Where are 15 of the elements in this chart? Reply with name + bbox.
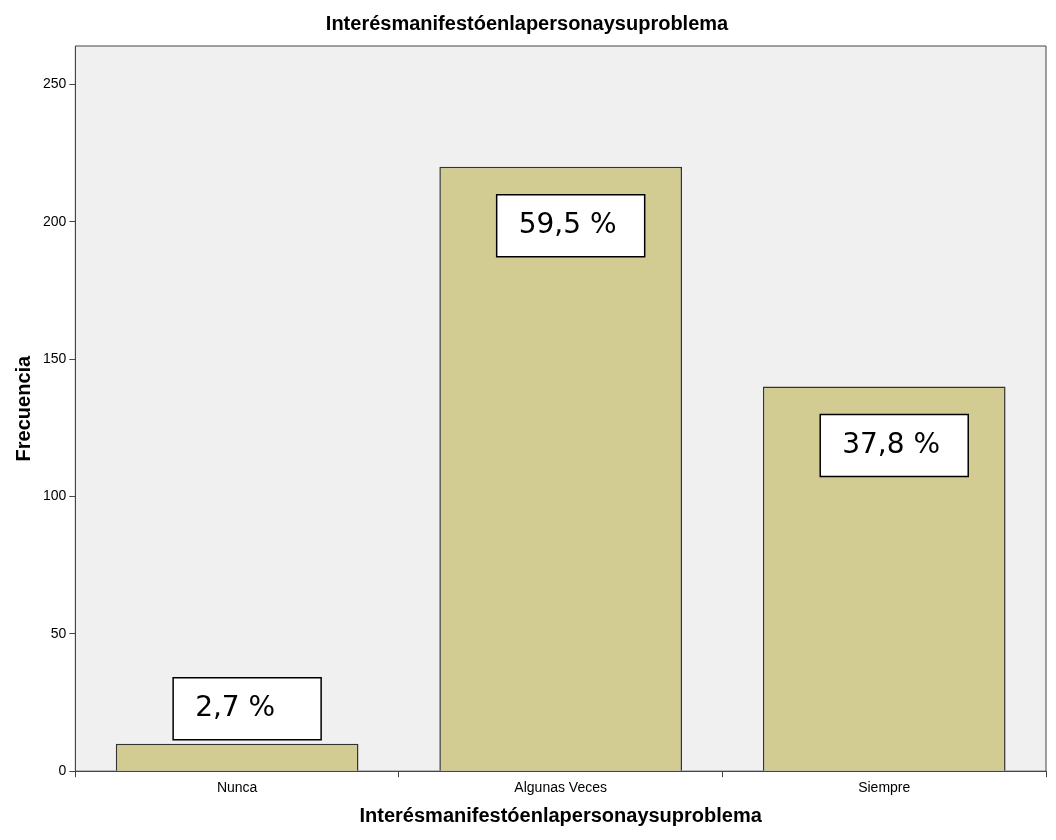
y-tick-label: 200	[43, 212, 67, 229]
y-tick-label: 0	[58, 762, 67, 779]
annotation: 37,8 %	[842, 426, 941, 460]
chart-title: Interésmanifestóenlapersonaysuproblema	[325, 11, 730, 34]
y-tick-label: 100	[43, 487, 67, 504]
y-axis-title: Frecuencia	[11, 354, 34, 462]
annotation: 2,7 %	[195, 690, 276, 724]
y-tick-label: 250	[43, 75, 67, 92]
y-tick-label: 50	[50, 624, 67, 641]
annotation: 59,5 %	[518, 207, 617, 241]
y-tick-label: 150	[43, 350, 67, 367]
x-axis-title: Interésmanifestóenlapersonaysuproblema	[359, 803, 763, 826]
x-tick-label: Nunca	[216, 779, 258, 796]
x-tick-label: Siempre	[858, 779, 911, 796]
x-tick-label: Algunas Veces	[514, 779, 607, 796]
